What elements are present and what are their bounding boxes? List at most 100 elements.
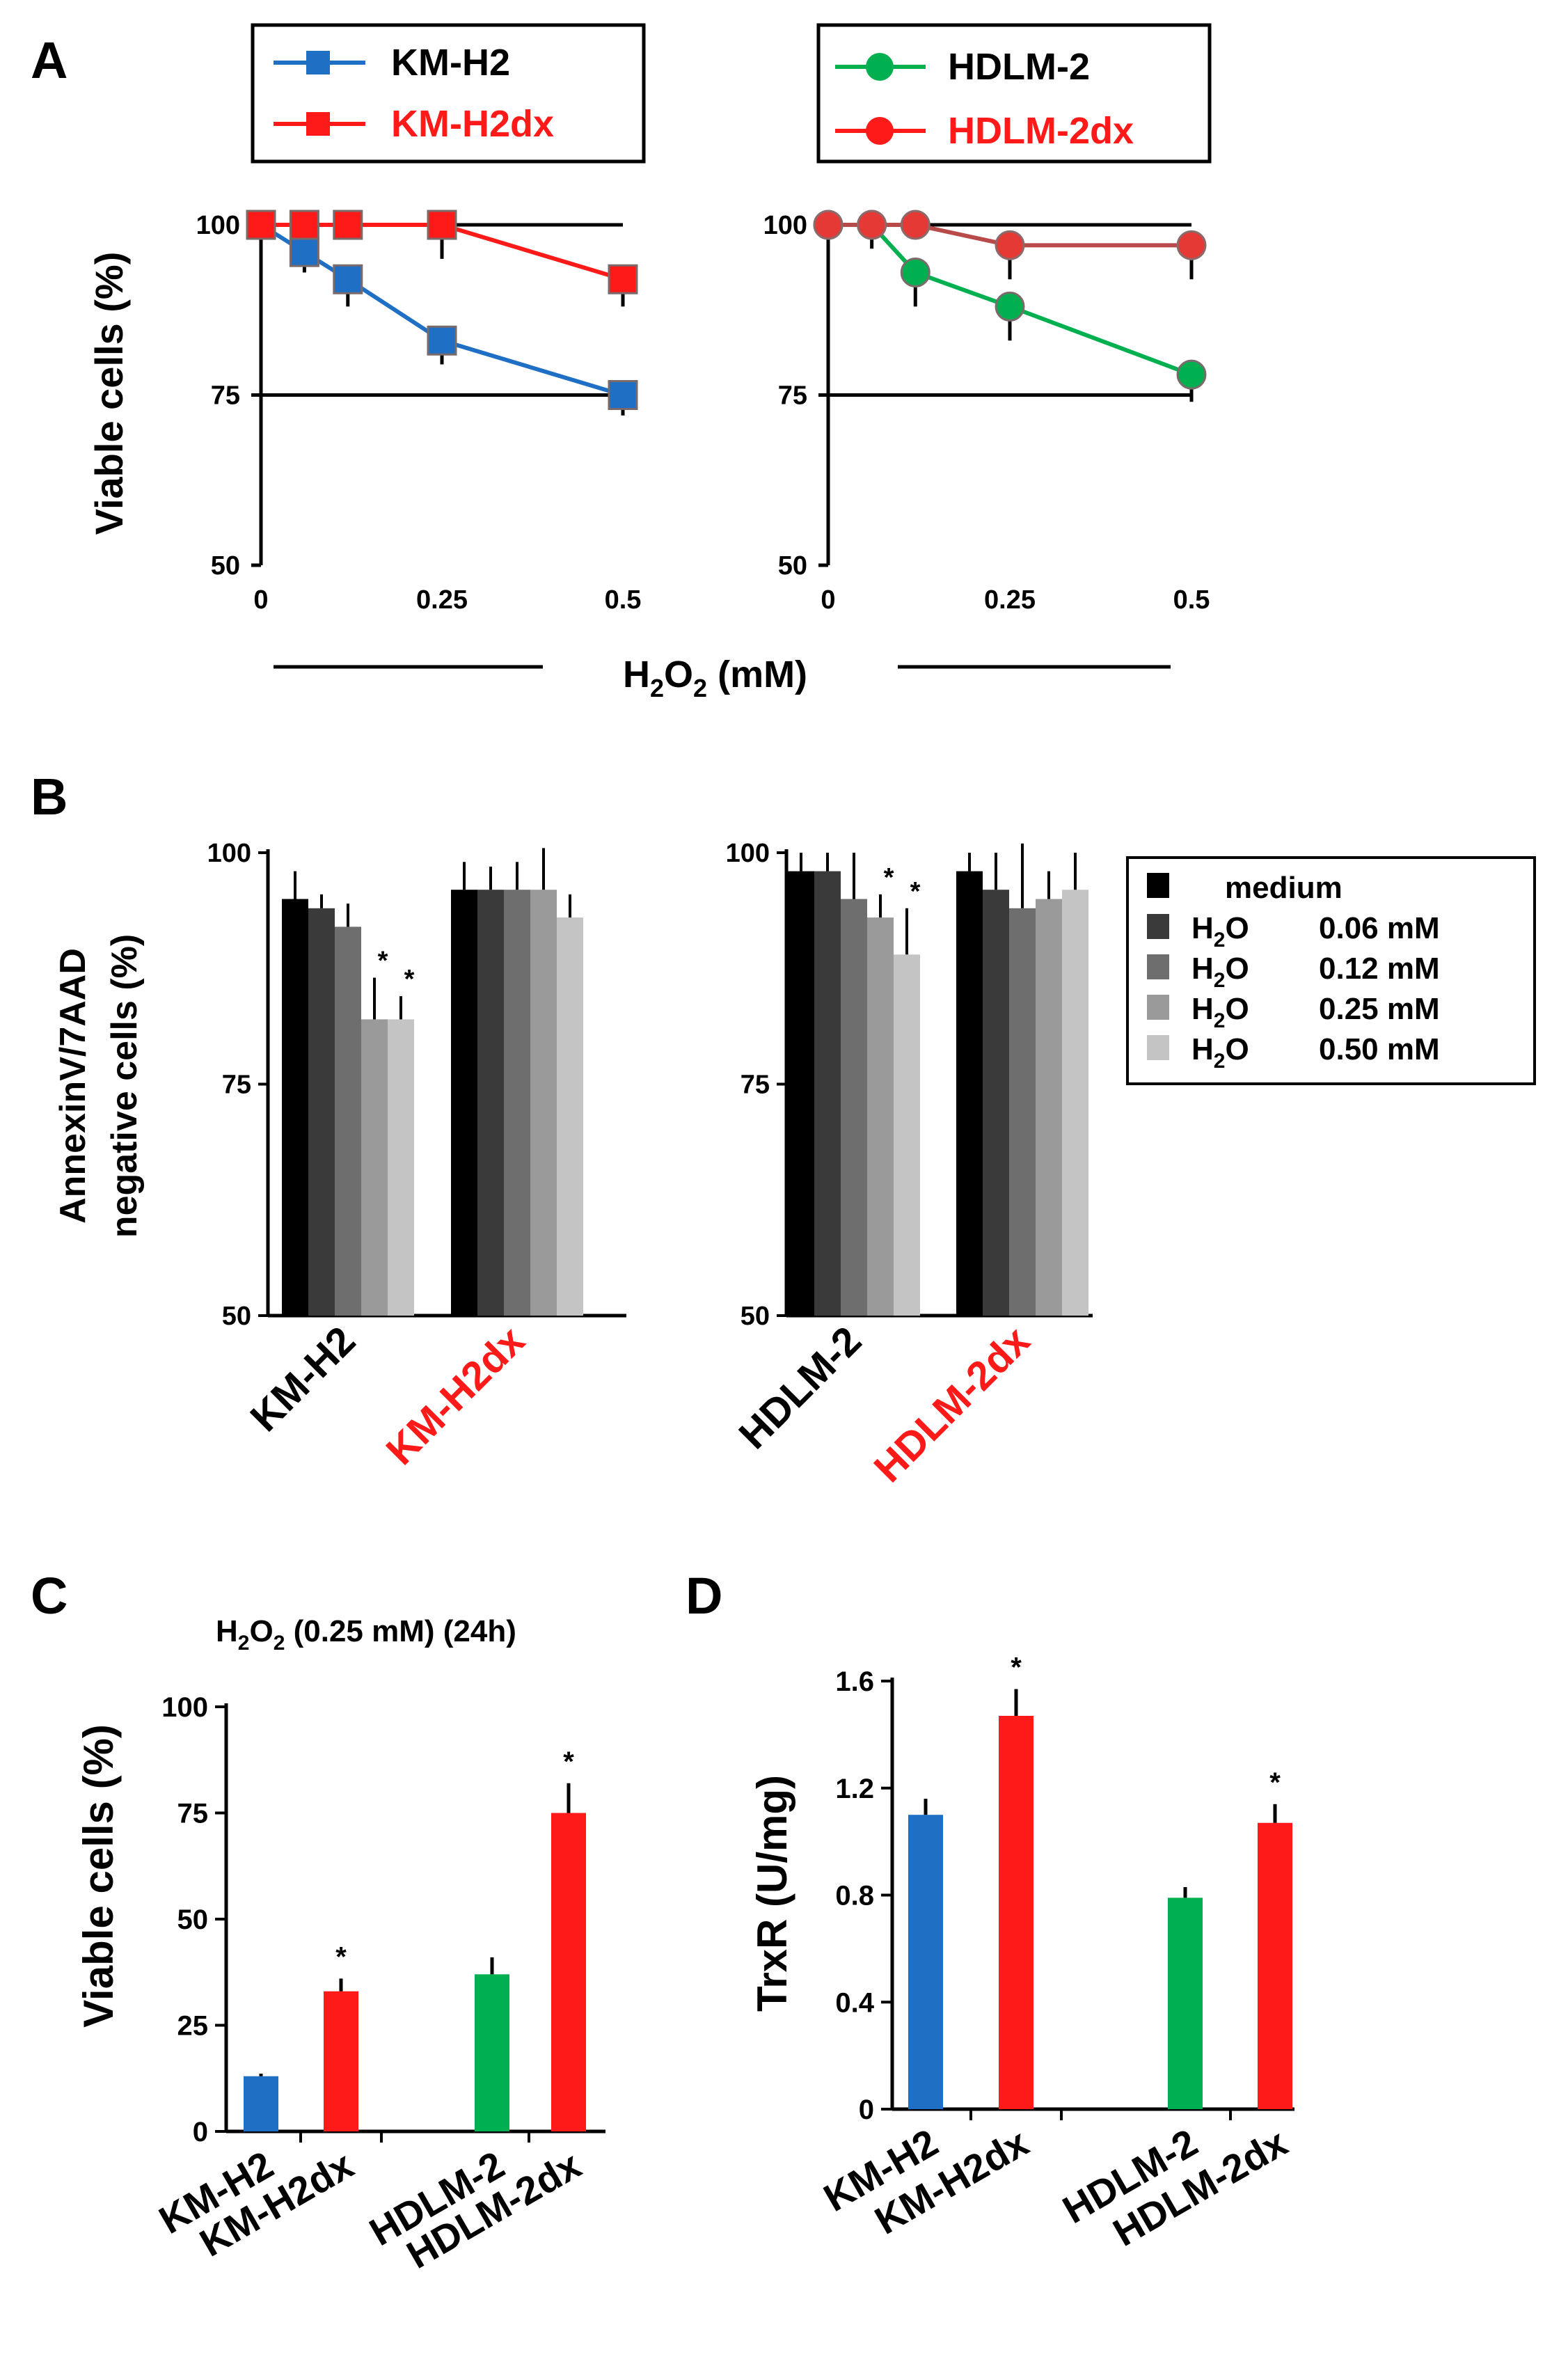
y-tick-label: 75 bbox=[211, 381, 240, 411]
bar-km-h2dx-h2o2-0-50-mm bbox=[557, 917, 583, 1316]
chart-d: 00.40.81.21.6KM-H2*KM-H2dx HDLM-2*HDLM-2d… bbox=[816, 1653, 1294, 2255]
data-point-hdlm-2 bbox=[995, 291, 1025, 322]
x-tick-label: 0 bbox=[821, 585, 835, 615]
b-legend-item-025: H2O 0.25 mM bbox=[1147, 992, 1440, 1032]
significance-asterisk: * bbox=[910, 877, 921, 906]
bar-km-h2dx bbox=[324, 1991, 358, 2131]
d-ylabel: TrxR (U/mg) bbox=[749, 1775, 795, 2012]
bar-hdlm-2dx-h2o2-0-12-mm bbox=[1009, 908, 1036, 1316]
b-legend-item-050: H2O 0.50 mM bbox=[1147, 1032, 1440, 1073]
bar-hdlm-2dx-medium bbox=[956, 871, 983, 1316]
chart-a-left: 50 75 100 0 0.25 0.5 bbox=[196, 210, 641, 615]
legend-marker-km-h2dx bbox=[306, 112, 330, 136]
bar-hdlm-2-h2o2-0-50-mm bbox=[894, 954, 920, 1316]
b-ylabel-line1: AnnexinV/7AAD bbox=[53, 948, 93, 1224]
data-point-hdlm-2dx bbox=[995, 230, 1025, 260]
bar-hdlm-2dx-h2o2-0-25-mm bbox=[1036, 899, 1062, 1316]
y-tick-label: 50 bbox=[211, 551, 240, 581]
significance-asterisk: * bbox=[378, 947, 388, 976]
data-point-km-h2dx bbox=[289, 210, 319, 240]
y-tick-label: 100 bbox=[207, 839, 251, 868]
panel-label-c: C bbox=[31, 1567, 68, 1625]
bar-hdlm-2-h2o2-0-12-mm bbox=[841, 899, 867, 1316]
group-label-km-h2dx: KM-H2dx bbox=[378, 1318, 534, 1474]
a-ylabel: Viable cells (%) bbox=[87, 252, 131, 535]
data-point-km-h2 bbox=[608, 380, 638, 410]
x-tick-label: 0 bbox=[253, 585, 268, 615]
c-title: H2O2 (0.25 mM) (24h) bbox=[216, 1614, 516, 1655]
bar-km-h2dx-h2o2-0-25-mm bbox=[530, 890, 557, 1316]
y-tick-label: 1.2 bbox=[835, 1774, 874, 1804]
bar-hdlm-2dx bbox=[1258, 1822, 1292, 2109]
y-tick-label: 50 bbox=[741, 1302, 770, 1331]
data-point-hdlm-2 bbox=[1176, 359, 1207, 390]
legend-marker-hdlm-2dx bbox=[866, 117, 894, 145]
y-tick-label: 0 bbox=[193, 2117, 208, 2147]
bar-km-h2dx-medium bbox=[451, 890, 477, 1316]
bar-km-h2 bbox=[244, 2076, 278, 2131]
data-point-hdlm-2dx bbox=[857, 210, 887, 240]
chart-a-right: 50 75 100 0 0.25 0.5 bbox=[763, 210, 1210, 615]
y-tick-label: 25 bbox=[177, 2011, 209, 2042]
y-tick-label: 0 bbox=[859, 2095, 874, 2125]
bar-hdlm-2 bbox=[1168, 1898, 1203, 2109]
data-point-km-h2 bbox=[427, 325, 457, 356]
bar-km-h2-h2o2-0-12-mm bbox=[335, 926, 361, 1316]
y-tick-label: 75 bbox=[177, 1799, 209, 1829]
b-legend-label-025: H2O 0.25 mM bbox=[1191, 992, 1440, 1032]
panel-label-b: B bbox=[31, 768, 68, 826]
significance-asterisk: * bbox=[1269, 1767, 1281, 1798]
data-point-km-h2dx bbox=[246, 210, 276, 240]
bar-km-h2-h2o2-0-25-mm bbox=[361, 1019, 388, 1316]
data-point-hdlm-2 bbox=[900, 257, 930, 287]
a-xlabel: H2O2 (mM) bbox=[623, 654, 807, 702]
y-tick-label: 50 bbox=[177, 1904, 209, 1935]
b-legend-swatch-050 bbox=[1147, 1035, 1169, 1060]
bar-km-h2 bbox=[908, 1815, 943, 2109]
y-tick-label: 100 bbox=[161, 1692, 208, 1723]
b-legend-box bbox=[1126, 856, 1536, 1085]
x-tick-label: 0.25 bbox=[416, 585, 468, 615]
bar-km-h2-medium bbox=[282, 899, 308, 1316]
x-tick-label: 0.25 bbox=[984, 585, 1036, 615]
y-tick-label: 75 bbox=[222, 1071, 251, 1100]
y-tick-label: 100 bbox=[763, 211, 807, 240]
legend-label-km-h2dx: KM-H2dx bbox=[391, 103, 554, 145]
b-legend-item-012: H2O 0.12 mM bbox=[1147, 952, 1440, 992]
b-legend-swatch-medium bbox=[1147, 873, 1169, 898]
significance-asterisk: * bbox=[335, 1941, 347, 1972]
bar-hdlm-2-medium bbox=[788, 871, 814, 1316]
group-label-hdlm-2: HDLM-2 bbox=[730, 1318, 870, 1458]
significance-asterisk: * bbox=[563, 1746, 574, 1777]
bar-km-h2-h2o2-0-50-mm bbox=[388, 1019, 414, 1316]
bar-km-h2dx bbox=[999, 1715, 1034, 2109]
significance-asterisk: * bbox=[1011, 1653, 1022, 1683]
data-point-km-h2 bbox=[333, 264, 363, 294]
legend-label-hdlm-2: HDLM-2 bbox=[948, 46, 1090, 88]
legend-marker-hdlm-2 bbox=[866, 53, 894, 81]
y-tick-label: 1.6 bbox=[835, 1666, 874, 1697]
chart-b-left: 50 75 100 * * KM-H2 KM-H2dx bbox=[207, 839, 626, 1474]
b-legend-label-006: H2O 0.06 mM bbox=[1191, 911, 1440, 952]
significance-asterisk: * bbox=[404, 965, 415, 994]
bar-hdlm-2-h2o2-0-06-mm bbox=[814, 871, 841, 1316]
b-legend-swatch-025 bbox=[1147, 995, 1169, 1020]
y-tick-label: 50 bbox=[222, 1302, 251, 1331]
data-point-hdlm-2dx bbox=[1176, 230, 1207, 260]
b-legend-item-medium: medium bbox=[1147, 871, 1343, 905]
bar-hdlm-2-h2o2-0-25-mm bbox=[867, 917, 894, 1316]
legend-box-a-left bbox=[251, 23, 646, 164]
significance-asterisk: * bbox=[884, 863, 894, 892]
group-label-hdlm-2dx: HDLM-2dx bbox=[865, 1318, 1038, 1491]
data-point-km-h2dx bbox=[427, 210, 457, 240]
bar-km-h2dx-h2o2-0-06-mm bbox=[477, 890, 504, 1316]
panel-label-a: A bbox=[31, 31, 68, 89]
y-tick-label: 0.8 bbox=[835, 1881, 874, 1911]
b-legend-label-012: H2O 0.12 mM bbox=[1191, 952, 1440, 992]
data-point-km-h2dx bbox=[608, 264, 638, 294]
y-tick-label: 50 bbox=[778, 551, 807, 581]
